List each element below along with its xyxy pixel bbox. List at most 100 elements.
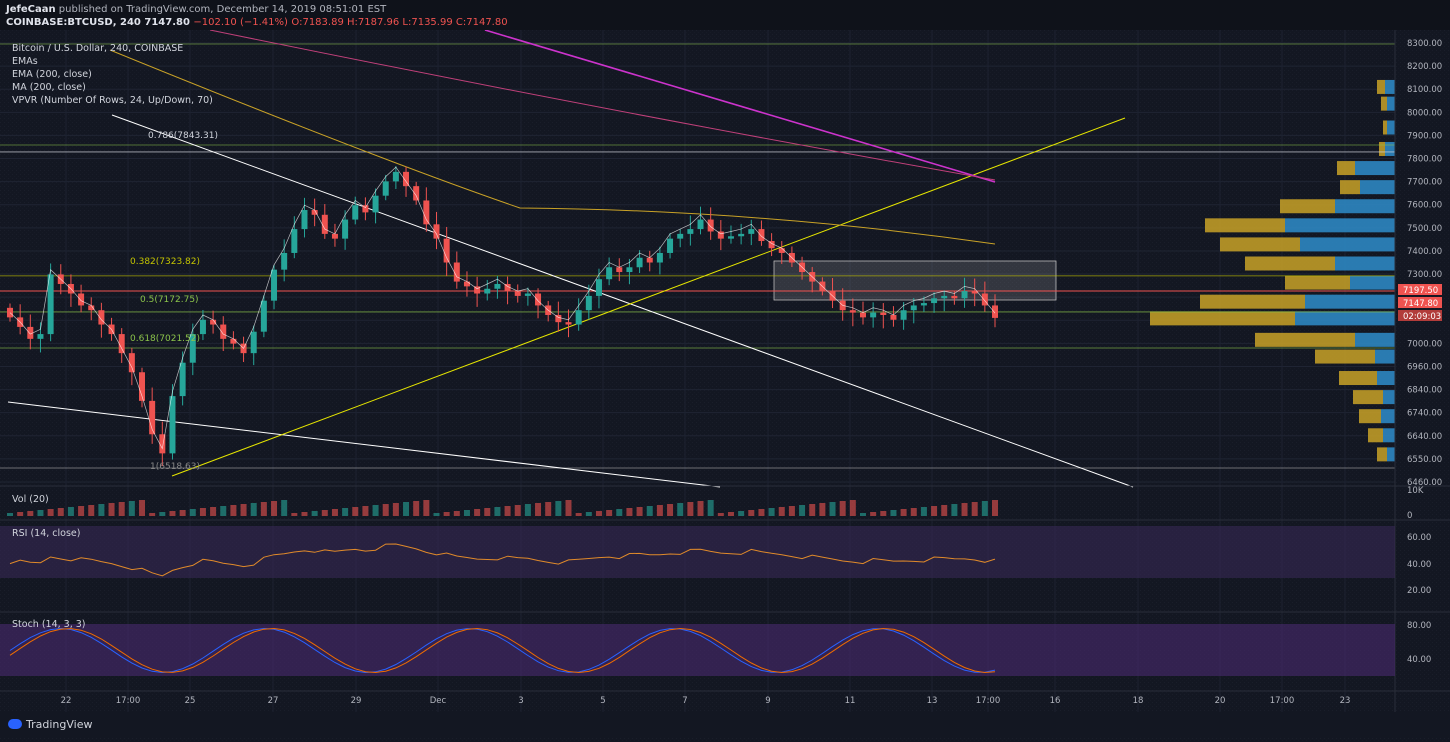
ema-yellow-line <box>109 49 996 245</box>
volume-bar <box>291 513 298 516</box>
volume-bar <box>57 508 64 516</box>
volume-profile <box>1150 79 1395 462</box>
price-tick-label: 6640.00 <box>1407 432 1442 442</box>
fib-1-label: 1(6518.63) <box>150 462 200 472</box>
volume-bar <box>545 502 552 516</box>
timer-tag <box>1398 310 1442 321</box>
volume-bar <box>951 504 958 516</box>
footer: TradingView <box>0 712 1450 738</box>
brand-text: TradingView <box>26 718 93 731</box>
volume-bar <box>687 502 694 516</box>
time-axis[interactable]: 22 17:00 25 27 29 Dec 3 5 7 9 11 13 17:00 16 18 20 17:00… <box>0 690 1450 706</box>
vpvr-down-bar <box>1339 371 1377 386</box>
candle-body <box>606 267 613 280</box>
volume-pane-label[interactable]: Vol (20) <box>12 494 49 505</box>
lower-trendline <box>7 401 721 488</box>
candle-body <box>403 171 410 187</box>
price-tick-label: 7500.00 <box>1407 224 1442 234</box>
candle-body <box>667 238 674 253</box>
vpvr-up-bar <box>1385 141 1395 156</box>
legend-emas[interactable]: EMAs <box>12 56 38 67</box>
volume-bar <box>413 501 420 516</box>
volume-bar <box>799 505 806 516</box>
price-tick-label: 6740.00 <box>1407 409 1442 419</box>
vpvr-up-bar <box>1295 311 1395 326</box>
tradingview-logo-icon <box>8 719 22 729</box>
volume-bar <box>535 503 542 516</box>
legend-ema[interactable]: EMA (200, close) <box>12 69 92 80</box>
candle-body <box>423 200 430 225</box>
volume-bar <box>433 513 440 516</box>
price-tick-label: 7700.00 <box>1407 178 1442 188</box>
candle-body <box>199 319 206 335</box>
candle-body <box>291 229 298 253</box>
short-ma-line <box>9 166 996 450</box>
volume-bar <box>392 503 399 516</box>
price-tick-label: 6460.00 <box>1407 478 1442 488</box>
volume-bar <box>555 501 562 516</box>
volume-tick-label: 0 <box>1407 511 1412 521</box>
candle-body <box>535 293 542 306</box>
volume-bar <box>717 513 724 516</box>
vpvr-up-bar <box>1375 349 1395 364</box>
rsi-band <box>0 526 1395 578</box>
volume-pane: 10K 0 <box>0 485 1450 521</box>
candle-body <box>47 274 54 335</box>
volume-bar <box>250 503 257 516</box>
candle-body <box>992 305 998 318</box>
vpvr-up-bar <box>1335 256 1395 271</box>
stoch-d-line <box>9 627 996 674</box>
candle-body <box>616 267 623 273</box>
volume-bar <box>179 510 186 516</box>
candle-body <box>118 334 125 354</box>
candle-body <box>484 288 491 294</box>
candle-body <box>230 338 237 344</box>
author[interactable]: JefeCaan <box>6 4 56 15</box>
price-tick-label: 8000.00 <box>1407 108 1442 118</box>
tradingview-brand[interactable]: TradingView <box>8 718 92 731</box>
candle-body <box>281 252 288 270</box>
vpvr-up-bar <box>1387 120 1395 135</box>
candle-body <box>748 229 755 234</box>
rsi-tick-label: 60.00 <box>1407 533 1431 543</box>
time-tick-label: 17:00 <box>116 696 141 706</box>
vpvr-up-bar <box>1381 409 1395 424</box>
volume-bar <box>595 511 602 516</box>
time-tick-label: 23 <box>1340 696 1351 706</box>
stoch-pane-label[interactable]: Stoch (14, 3, 3) <box>12 619 86 630</box>
consolidation-box <box>773 260 1057 301</box>
candle-body <box>565 322 572 325</box>
candle-body <box>433 224 440 239</box>
legend-ma[interactable]: MA (200, close) <box>12 82 86 93</box>
volume-bar <box>88 505 95 516</box>
vpvr-up-bar <box>1383 390 1395 405</box>
candle-body <box>687 229 694 234</box>
symbol[interactable]: COINBASE:BTCUSD, 240 <box>6 17 141 28</box>
vpvr-up-bar <box>1360 180 1395 195</box>
candle-body <box>910 305 917 311</box>
candle-body <box>453 262 460 282</box>
candle-body <box>555 314 562 323</box>
candle-body <box>474 286 481 294</box>
volume-bar <box>585 512 592 516</box>
vpvr-down-bar <box>1205 218 1285 233</box>
candle-body <box>880 312 887 315</box>
candles <box>7 166 998 467</box>
price-axis[interactable]: 8300.00 8200.00 8100.00 8000.00 7900.00 7800.… <box>1394 30 1442 712</box>
volume-bar <box>829 502 836 516</box>
volume-bar <box>78 506 85 516</box>
volume-bar <box>342 508 349 516</box>
rsi-line <box>9 543 996 577</box>
vpvr-up-bar <box>1387 447 1395 462</box>
volume-bar <box>565 500 572 516</box>
volume-bar <box>7 513 13 516</box>
legend-vpvr[interactable]: VPVR (Number Of Rows, 24, Up/Down, 70) <box>12 95 213 106</box>
fib-05-label: 0.5(7172.75) <box>140 295 199 305</box>
candle-body <box>931 298 938 304</box>
vpvr-down-bar <box>1150 311 1295 326</box>
stoch-k-line <box>9 627 996 674</box>
rsi-pane-label[interactable]: RSI (14, close) <box>12 528 81 539</box>
price-chart[interactable]: 0.786(7843.31) 0.382(7323.82) 0.5(7172.7… <box>0 30 1450 742</box>
ma200-line <box>209 30 996 181</box>
volume-bar <box>727 512 734 516</box>
